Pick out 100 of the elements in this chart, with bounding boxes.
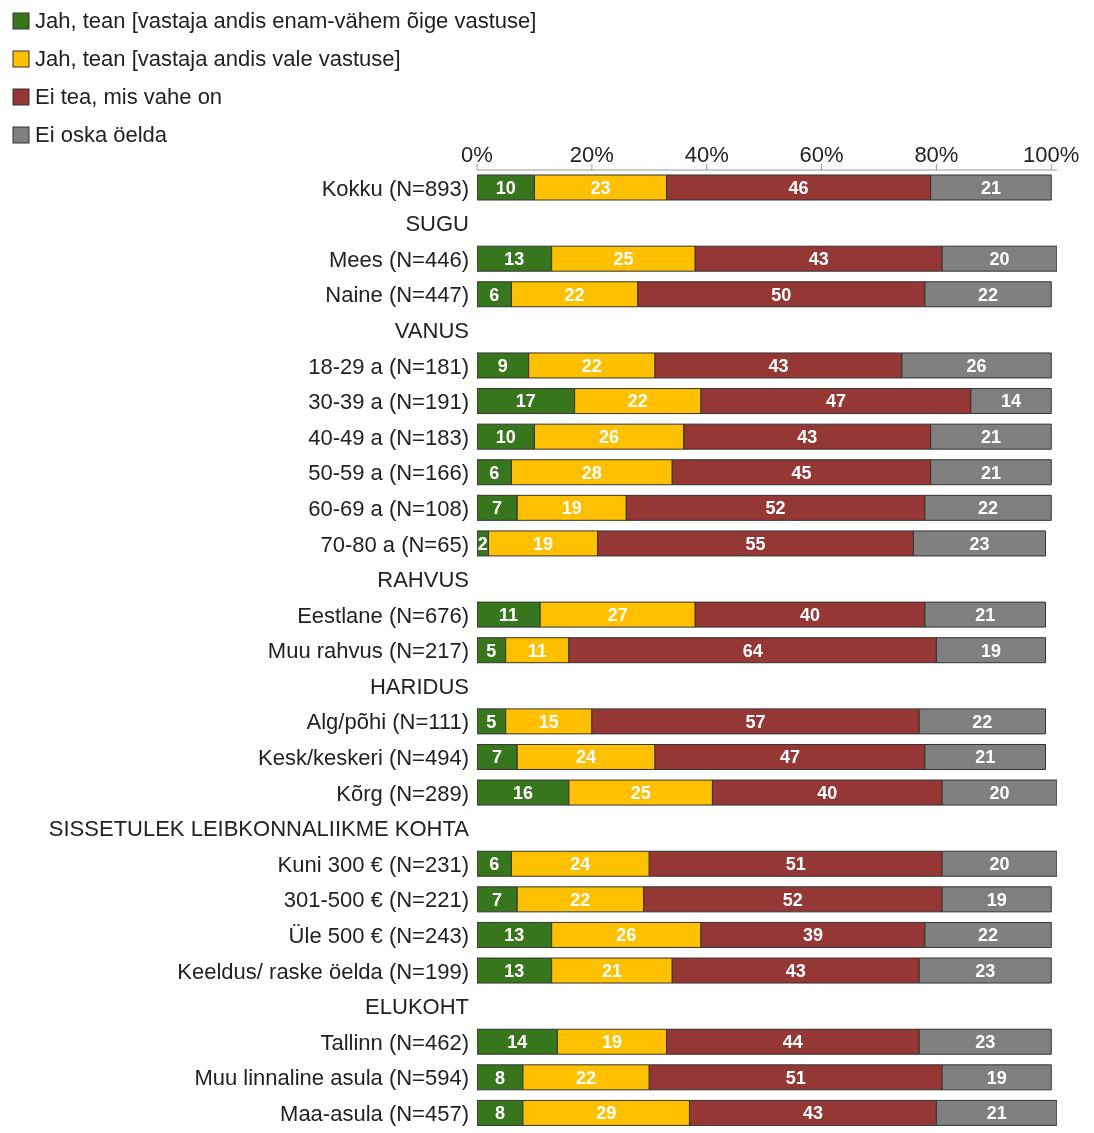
data-label: 19 — [986, 1067, 1007, 1088]
data-label: 15 — [538, 711, 559, 732]
data-label: 22 — [627, 391, 648, 412]
legend-label: Ei tea, mis vahe on — [35, 83, 223, 111]
data-label: 26 — [966, 355, 987, 376]
data-label: 50 — [771, 284, 792, 305]
data-label: 47 — [825, 391, 846, 412]
data-label: 21 — [980, 177, 1001, 198]
data-label: 51 — [785, 1067, 806, 1088]
y-tick-label: Tallinn (N=462) — [320, 1029, 469, 1055]
data-label: 43 — [768, 355, 789, 376]
y-tick-label: Naine (N=447) — [325, 282, 469, 308]
data-label: 19 — [986, 889, 1007, 910]
data-label: 19 — [533, 533, 554, 554]
data-label: 7 — [492, 747, 503, 768]
x-tick-label: 20% — [569, 142, 614, 167]
data-label: 23 — [975, 960, 996, 981]
y-tick-label: 30-39 a (N=191) — [308, 389, 469, 415]
y-tick-label: Muu linnaline asula (N=594) — [194, 1065, 469, 1091]
data-label: 5 — [486, 640, 497, 661]
y-tick-label: 40-49 a (N=183) — [308, 424, 469, 450]
data-label: 40 — [800, 605, 821, 625]
y-tick-label: Kõrg (N=289) — [336, 780, 469, 806]
data-label: 43 — [785, 960, 806, 981]
data-label: 13 — [504, 960, 525, 981]
data-label: 20 — [989, 854, 1010, 875]
y-tick-label: Keeldus/ raske öelda (N=199) — [177, 958, 469, 984]
data-label: 16 — [512, 782, 533, 803]
data-label: 22 — [564, 284, 585, 305]
data-label: 43 — [808, 249, 829, 270]
y-tick-label: Maa-asula (N=457) — [280, 1101, 469, 1127]
data-label: 22 — [972, 711, 993, 732]
data-label: 21 — [980, 462, 1001, 483]
data-label: 43 — [802, 1103, 823, 1124]
data-label: 24 — [576, 747, 597, 768]
data-label: 19 — [980, 640, 1001, 661]
data-label: 55 — [745, 533, 766, 554]
y-tick-label: 50-59 a (N=166) — [308, 460, 469, 486]
data-label: 10 — [495, 427, 516, 448]
data-label: 22 — [978, 498, 999, 519]
data-label: 21 — [986, 1103, 1007, 1124]
y-tick-label: Mees (N=446) — [328, 246, 469, 272]
data-label: 6 — [489, 854, 500, 875]
data-label: 8 — [494, 1067, 505, 1088]
y-tick-label: ELUKOHT — [365, 994, 469, 1020]
y-tick-label: Kuni 300 € (N=231) — [277, 851, 469, 877]
data-label: 52 — [782, 889, 803, 910]
y-tick-label: SISSETULEK LEIBKONNALIIKME KOHTA — [48, 816, 470, 842]
y-tick-label: 301-500 € (N=221) — [283, 887, 469, 913]
data-label: 26 — [599, 427, 620, 448]
data-label: 19 — [561, 498, 582, 519]
y-tick-label: 70-80 a (N=65) — [320, 531, 469, 557]
data-label: 22 — [978, 284, 999, 305]
data-label: 5 — [486, 711, 497, 732]
data-label: 7 — [492, 889, 503, 910]
data-label: 51 — [785, 854, 806, 875]
data-label: 29 — [596, 1103, 617, 1124]
legend-label: Jah, tean [vastaja andis enam-vähem õige vastuse] — [35, 7, 537, 35]
data-label: 28 — [581, 462, 602, 483]
data-label: 24 — [570, 854, 591, 875]
data-label: 22 — [581, 355, 602, 376]
data-label: 39 — [802, 925, 823, 946]
data-label: 44 — [782, 1032, 803, 1053]
y-tick-label: Alg/põhi (N=111) — [306, 709, 469, 735]
data-label: 19 — [601, 1032, 622, 1053]
y-tick-label: Kokku (N=893) — [321, 175, 469, 201]
data-label: 11 — [527, 640, 547, 661]
y-tick-label: VANUS — [394, 317, 469, 343]
y-tick-label: SUGU — [405, 211, 469, 237]
data-label: 13 — [504, 249, 525, 270]
y-tick-label: 60-69 a (N=108) — [308, 495, 469, 521]
y-tick-label: 18-29 a (N=181) — [308, 353, 469, 379]
data-label: 26 — [616, 925, 637, 946]
data-label: 64 — [742, 640, 763, 661]
x-tick-label: 100% — [1023, 142, 1080, 167]
data-label: 20 — [989, 782, 1010, 803]
data-label: 45 — [791, 462, 812, 483]
data-label: 43 — [797, 427, 818, 448]
x-tick-label: 40% — [684, 142, 729, 167]
x-tick-label: 60% — [799, 142, 844, 167]
data-label: 21 — [975, 605, 996, 625]
data-label: 52 — [765, 498, 786, 519]
data-label: 8 — [494, 1103, 505, 1124]
data-label: 47 — [779, 747, 800, 768]
data-label: 27 — [607, 605, 628, 625]
data-label: 23 — [590, 177, 611, 198]
data-label: 46 — [788, 177, 809, 198]
x-tick-label: 0% — [461, 142, 493, 167]
data-label: 23 — [969, 533, 990, 554]
data-label: 22 — [576, 1067, 597, 1088]
data-label: 57 — [745, 711, 766, 732]
y-tick-label: Eestlane (N=676) — [297, 602, 469, 628]
x-tick-label: 80% — [914, 142, 959, 167]
data-label: 23 — [975, 1032, 996, 1053]
data-label: 13 — [504, 925, 525, 946]
data-label: 21 — [601, 960, 622, 981]
data-label: 14 — [507, 1032, 528, 1053]
data-label: 21 — [975, 747, 996, 768]
data-label: 10 — [495, 177, 516, 198]
data-label: 21 — [980, 427, 1001, 448]
